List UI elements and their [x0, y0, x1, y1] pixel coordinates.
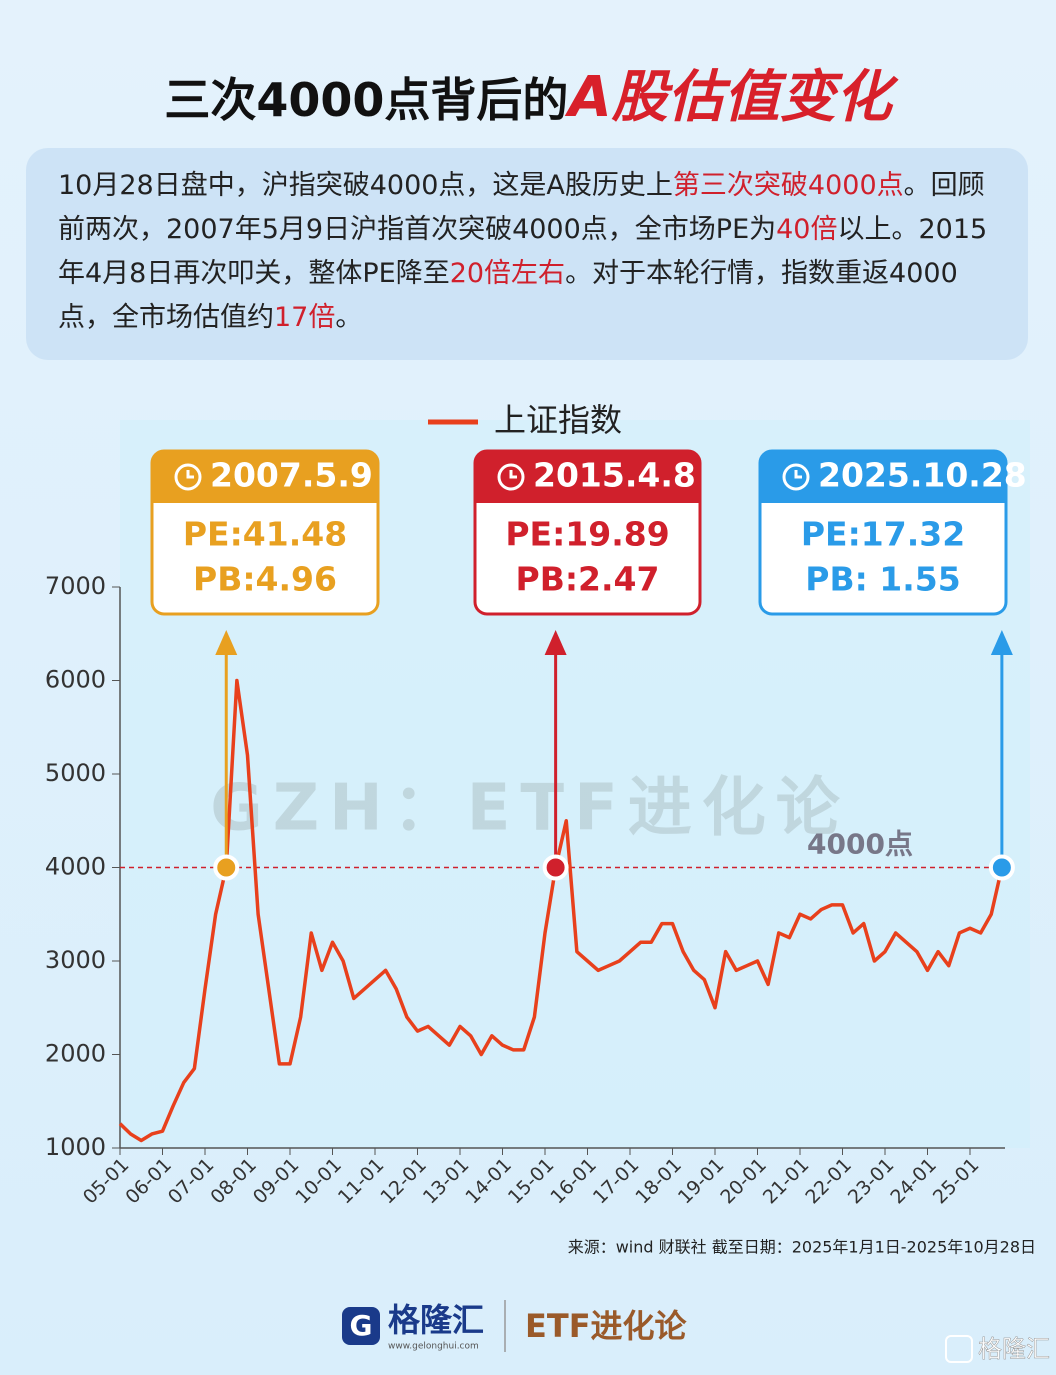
annotation-marker [213, 854, 240, 881]
x-tick-label: 16-01 [546, 1154, 601, 1209]
annotation-pe: PE:17.32 [801, 515, 965, 554]
annotation: 2007.5.9 PE:41.48 PB:4.96 [150, 449, 380, 881]
title-text: 三次4000点背后的 [164, 73, 569, 127]
brand-name: 格隆汇 [388, 1301, 484, 1339]
x-tick-label: 05-01 [79, 1154, 134, 1209]
x-tick-label: 21-01 [759, 1154, 814, 1209]
channel-name: ETF进化论 [525, 1307, 688, 1345]
corner-logo [945, 1335, 973, 1363]
x-tick-label: 23-01 [844, 1154, 899, 1209]
x-tick-label: 11-01 [334, 1154, 389, 1209]
x-tick-label: 14-01 [461, 1154, 516, 1209]
intro-text: 第三次突破4000点 [672, 170, 904, 201]
brand-logo [342, 1307, 380, 1345]
x-tick-label: 17-01 [589, 1154, 644, 1209]
annotation-pb: PB:2.47 [516, 560, 660, 599]
intro-text: 17倍 [274, 302, 336, 333]
x-tick-label: 13-01 [419, 1154, 474, 1209]
title-highlight: A股估值变化 [568, 65, 892, 130]
y-tick-label: 1000 [45, 1133, 106, 1161]
clock-icon [497, 463, 525, 491]
legend-label: 上证指数 [494, 401, 622, 439]
x-tick-label: 22-01 [801, 1154, 856, 1209]
intro-box: 10月28日盘中，沪指突破4000点，这是A股历史上第三次突破4000点。回顾前… [26, 148, 1028, 360]
y-tick-label: 3000 [45, 946, 106, 974]
y-tick-label: 6000 [45, 666, 106, 694]
clock-hands [509, 470, 517, 479]
x-tick-label: 10-01 [291, 1154, 346, 1209]
clock-hands [186, 470, 194, 479]
watermark: GZH：ETF进化论 [210, 772, 850, 846]
source: 来源：wind 财联社 截至日期：2025年1月1日-2025年10月28日 [568, 1238, 1036, 1257]
y-tick-label: 4000 [45, 853, 106, 881]
x-tick-label: 07-01 [164, 1154, 219, 1209]
annotation-date: 2007.5.9 [210, 456, 373, 495]
annotation: 2025.10.28 PE:17.32 PB: 1.55 [758, 449, 1027, 881]
corner-name: 格隆汇 [978, 1335, 1050, 1363]
index-line [118, 678, 1004, 1143]
annotation-pe: PE:41.48 [183, 515, 347, 554]
intro-text: 20倍左右 [449, 258, 566, 289]
intro-text: 10月28日盘中，沪指突破4000点，这是A股历史上 [58, 170, 673, 201]
arrow-head [215, 630, 238, 655]
annotation-pb: PB: 1.55 [805, 560, 960, 599]
intro-text: 。 [335, 302, 363, 333]
y-tick-label: 7000 [45, 572, 106, 600]
reference-label: 4000点 [807, 828, 913, 861]
y-tick-label: 2000 [45, 1040, 106, 1068]
clock-icon [174, 463, 202, 491]
arrow-head [990, 630, 1013, 655]
brand-site: www.gelonghui.com [388, 1342, 479, 1352]
annotation-pe: PE:19.89 [505, 515, 669, 554]
title: 三次4000点背后的A股估值变化 [0, 52, 1056, 133]
x-tick-label: 15-01 [504, 1154, 559, 1209]
intro-text: 40倍 [776, 214, 838, 245]
x-tick-label: 24-01 [886, 1154, 941, 1209]
x-tick-label: 18-01 [631, 1154, 686, 1209]
intro-text: 以上。2015年4月8日再次叩关，整体PE降至 [58, 214, 988, 289]
x-tick-label: 25-01 [929, 1154, 984, 1209]
brand-g: G [350, 1309, 373, 1342]
y-tick-label: 5000 [45, 759, 106, 787]
annotation-pb: PB:4.96 [193, 560, 337, 599]
annotation-marker [988, 854, 1015, 881]
x-tick-label: 19-01 [674, 1154, 729, 1209]
x-tick-label: 12-01 [376, 1154, 431, 1209]
annotation-marker [542, 854, 569, 881]
x-tick-label: 06-01 [121, 1154, 176, 1209]
annotation-header [760, 451, 1006, 503]
annotation-header [152, 451, 378, 503]
annotation-date: 2015.4.8 [533, 456, 696, 495]
annotation: 2015.4.8 PE:19.89 PB:2.47 [473, 449, 702, 881]
x-tick-label: 20-01 [716, 1154, 771, 1209]
annotation-date: 2025.10.28 [818, 456, 1027, 495]
annotation-header [475, 451, 700, 503]
clock-icon [782, 463, 810, 491]
x-tick-label: 09-01 [249, 1154, 304, 1209]
intro-text: 。对于本轮行情，指数重返4000点，全市场估值约 [58, 258, 958, 333]
intro-text: 。回顾前两次，2007年5月9日沪指首次突破4000点，全市场PE为 [58, 170, 985, 245]
clock-hands [794, 470, 802, 479]
x-tick-label: 08-01 [206, 1154, 261, 1209]
arrow-head [544, 630, 567, 655]
